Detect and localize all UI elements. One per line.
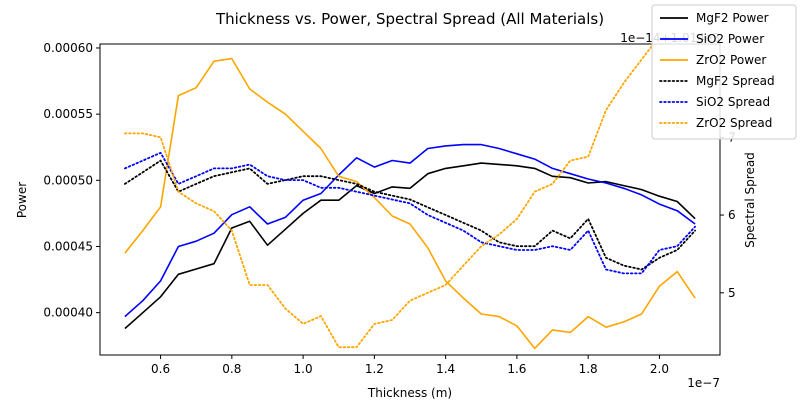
x-tick-label: 1.4: [436, 362, 455, 376]
series-line-mgf2-spread: [124, 159, 696, 271]
x-tick-label: 0.6: [151, 362, 170, 376]
legend-label-zro2-spread: ZrO2 Spread: [696, 116, 772, 130]
y-left-tick-label: 0.00055: [43, 107, 93, 121]
legend-label-zro2-power: ZrO2 Power: [696, 53, 766, 67]
series-line-sio2-power: [124, 143, 696, 318]
x-tick-label: 1.8: [579, 362, 598, 376]
series-line-sio2-spread: [124, 151, 696, 275]
y-left-tick-label: 0.00045: [43, 239, 93, 253]
chart-title: Thickness vs. Power, Spectral Spread (Al…: [215, 10, 604, 28]
x-axis: 0.6 0.8 1.0 1.2 1.4 1.6 1.8 2.0: [151, 355, 669, 376]
legend-label-mgf2-spread: MgF2 Spread: [696, 74, 775, 88]
x-tick-label: 1.0: [294, 362, 313, 376]
legend-label-sio2-spread: SiO2 Spread: [696, 95, 770, 109]
x-tick-label: 0.8: [222, 362, 241, 376]
x-tick-label: 1.6: [507, 362, 526, 376]
y-axis-left-label: Power: [15, 182, 29, 218]
legend: MgF2 Power SiO2 Power ZrO2 Power MgF2 Sprea…: [651, 4, 797, 140]
y-left-tick-label: 0.00050: [43, 173, 93, 187]
legend-label-mgf2-power: MgF2 Power: [696, 11, 769, 25]
y-left-tick-label: 0.00060: [43, 41, 93, 55]
y-left-tick-label: 0.00040: [43, 306, 93, 320]
x-scale-text: 1e−7: [687, 376, 720, 390]
y-axis-right: 567: [720, 130, 736, 300]
series-line-zro2-power: [124, 57, 696, 350]
x-tick-label: 1.2: [365, 362, 384, 376]
x-tick-label: 2.0: [650, 362, 669, 376]
y-right-tick-label: 5: [728, 286, 736, 300]
series-line-mgf2-power: [124, 162, 696, 330]
series-layer: [124, 44, 696, 350]
x-axis-label: Thickness (m): [367, 386, 452, 400]
y-right-tick-label: 6: [728, 208, 736, 222]
y-axis-left: 0.00040 0.00045 0.00050 0.00055 0.00060: [43, 41, 100, 320]
y-axis-right-label: Spectral Spread: [743, 152, 757, 248]
plot-frame: [99, 43, 721, 356]
legend-label-sio2-power: SiO2 Power: [696, 32, 764, 46]
series-line-zro2-spread: [124, 44, 655, 349]
